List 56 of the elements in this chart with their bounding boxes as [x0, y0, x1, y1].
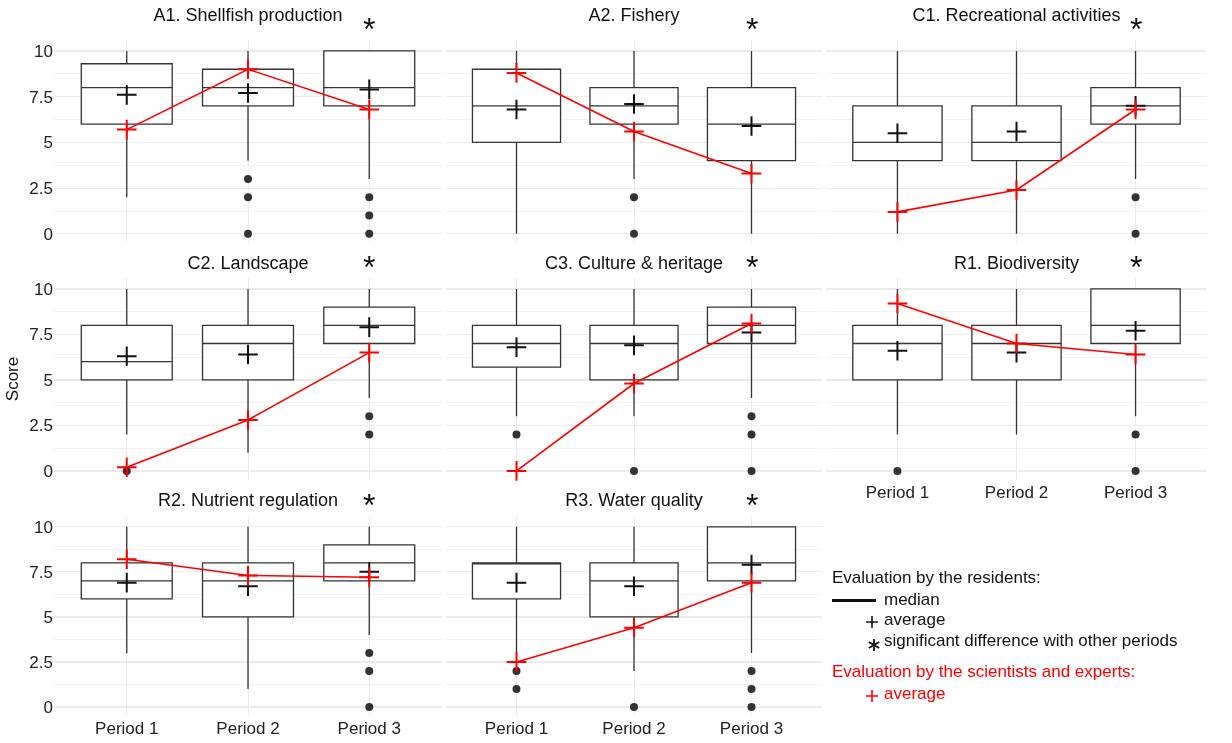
y-tick-label: 2.5: [29, 179, 53, 199]
chart-title: R2. Nutrient regulation: [157, 489, 339, 510]
x-tick-label: Period 2: [602, 719, 666, 738]
y-tick-label: 2.5: [29, 416, 53, 436]
y-tick-label: 10: [34, 279, 53, 299]
y-tick-label: 0: [43, 461, 53, 481]
text: significant difference with other periods: [884, 631, 1178, 651]
point: [358, 566, 381, 589]
y-tick-label: 10: [34, 41, 53, 61]
chart-title: R1. Biodiversity: [953, 252, 1080, 273]
x-tick-label: Period 1: [865, 483, 930, 502]
x-tick-label: Period 2: [216, 719, 280, 738]
point: [115, 456, 138, 479]
x-tick-label: Period 1: [95, 719, 159, 738]
point: [358, 98, 381, 121]
annotation: *: [363, 487, 376, 523]
y-tick-label: 0: [43, 224, 53, 244]
x-tick-label: Period 1: [484, 719, 549, 738]
point: [237, 409, 259, 431]
x-tick-label: Period 3: [1103, 483, 1168, 502]
y-tick-label: 5: [43, 133, 53, 153]
text: median: [884, 590, 940, 610]
text: Evaluation by the residents:: [832, 568, 1041, 588]
x-tick-label: Period 3: [719, 719, 784, 738]
annotation: *: [1130, 249, 1143, 285]
y-tick-label: 2.5: [29, 652, 53, 672]
y-tick-label: 0: [43, 697, 53, 717]
x-tick-label: Period 2: [984, 483, 1049, 502]
chart-title: C1. Recreational activities: [912, 4, 1121, 25]
annotation: *: [1130, 11, 1143, 47]
chart-title: C2. Landscape: [187, 252, 309, 273]
annotation: *: [363, 249, 376, 285]
chart-title: A1. Shellfish production: [153, 4, 343, 25]
y-tick-label: 7.5: [29, 325, 53, 345]
point: [115, 118, 138, 141]
y-axis-title: Score: [2, 356, 22, 402]
y-tick-label: 10: [34, 517, 53, 537]
y-tick-label: 5: [43, 370, 53, 390]
annotation: *: [363, 11, 376, 47]
y-tick-label: 7.5: [29, 87, 53, 107]
text: average: [884, 684, 946, 704]
annotation: *: [746, 487, 759, 523]
annotation: *: [746, 249, 759, 285]
text: Evaluation by the scientists and experts:: [832, 662, 1136, 682]
annotation: *: [746, 11, 759, 47]
point: [115, 548, 138, 571]
chart-title: C3. Culture & heritage: [544, 252, 724, 273]
point: [237, 58, 259, 81]
chart-title: A2. Fishery: [588, 4, 680, 25]
point: [237, 564, 259, 587]
text: average: [884, 610, 946, 630]
chart-title: R3. Water quality: [565, 489, 703, 510]
y-tick-label: 7.5: [29, 562, 53, 582]
y-tick-label: 5: [43, 607, 53, 627]
x-tick-label: Period 3: [337, 719, 401, 738]
point: [358, 341, 381, 364]
